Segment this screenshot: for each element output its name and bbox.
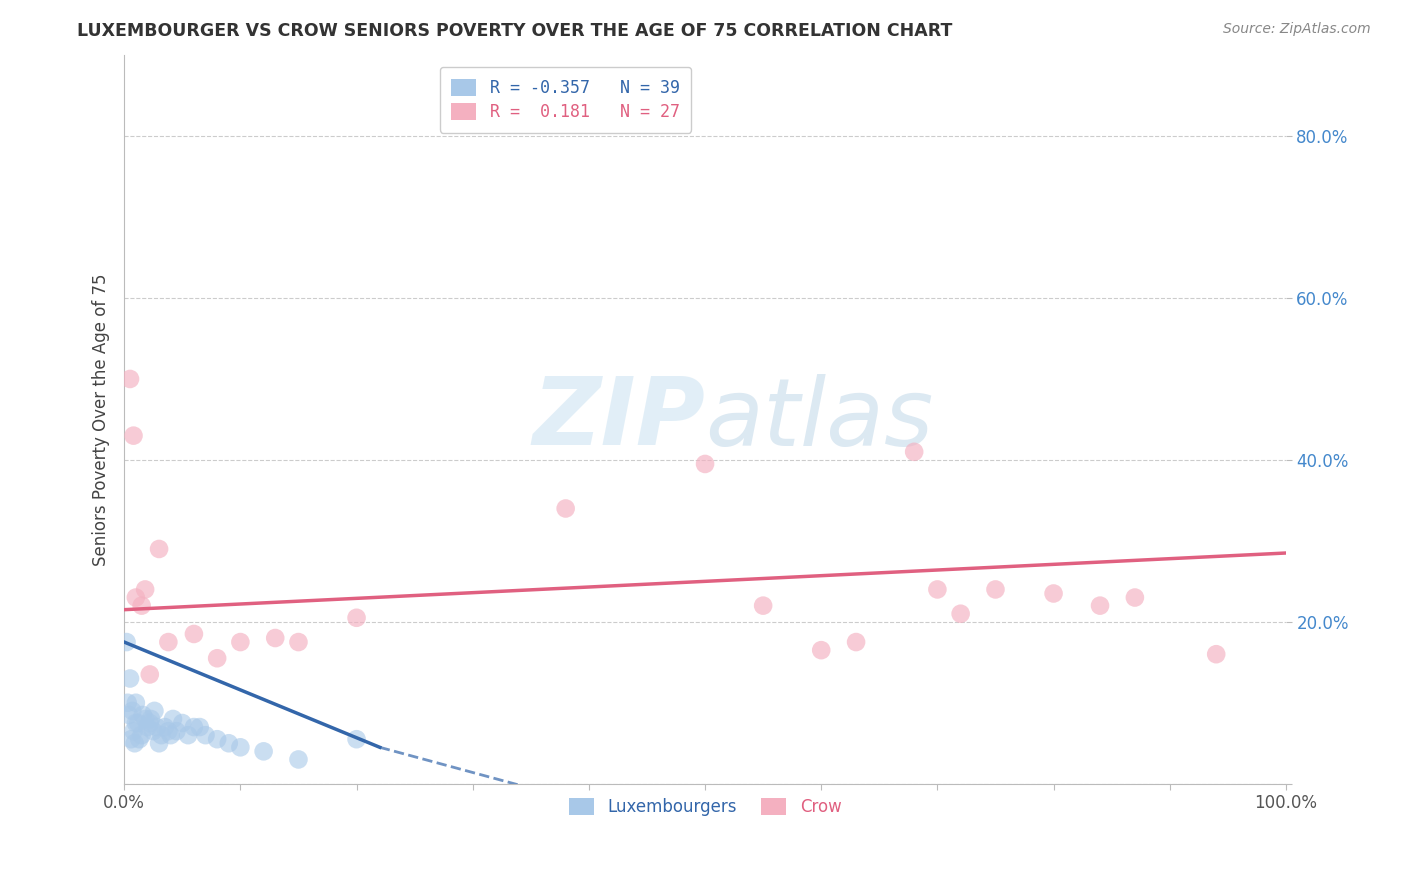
- Point: [136, 720, 159, 734]
- Point: [845, 635, 868, 649]
- Point: [131, 599, 153, 613]
- Point: [131, 728, 153, 742]
- Point: [145, 720, 167, 734]
- Point: [142, 724, 165, 739]
- Point: [122, 724, 145, 739]
- Point: [118, 672, 141, 686]
- Point: [752, 599, 775, 613]
- Point: [122, 428, 145, 442]
- Point: [121, 704, 143, 718]
- Point: [172, 716, 194, 731]
- Point: [287, 635, 309, 649]
- Point: [1088, 599, 1111, 613]
- Y-axis label: Seniors Poverty Over the Age of 75: Seniors Poverty Over the Age of 75: [93, 273, 110, 566]
- Point: [157, 635, 180, 649]
- Point: [127, 716, 149, 731]
- Point: [134, 712, 156, 726]
- Text: Source: ZipAtlas.com: Source: ZipAtlas.com: [1223, 22, 1371, 37]
- Point: [177, 728, 200, 742]
- Point: [148, 541, 170, 556]
- Point: [125, 696, 148, 710]
- Point: [117, 696, 139, 710]
- Text: atlas: atlas: [704, 374, 934, 465]
- Point: [132, 707, 155, 722]
- Point: [183, 720, 205, 734]
- Point: [229, 740, 252, 755]
- Text: LUXEMBOURGER VS CROW SENIORS POVERTY OVER THE AGE OF 75 CORRELATION CHART: LUXEMBOURGER VS CROW SENIORS POVERTY OVE…: [77, 22, 953, 40]
- Point: [903, 445, 925, 459]
- Point: [125, 591, 148, 605]
- Point: [287, 752, 309, 766]
- Point: [134, 582, 156, 597]
- Point: [115, 635, 138, 649]
- Point: [949, 607, 972, 621]
- Point: [162, 712, 184, 726]
- Point: [125, 716, 148, 731]
- Point: [252, 744, 274, 758]
- Point: [118, 707, 141, 722]
- Point: [148, 736, 170, 750]
- Point: [166, 724, 188, 739]
- Point: [218, 736, 240, 750]
- Point: [183, 627, 205, 641]
- Point: [139, 667, 162, 681]
- Point: [159, 728, 181, 742]
- Point: [1123, 591, 1146, 605]
- Point: [1205, 647, 1227, 661]
- Point: [264, 631, 287, 645]
- Legend: Luxembourgers, Crow: Luxembourgers, Crow: [558, 789, 852, 826]
- Point: [810, 643, 832, 657]
- Point: [554, 501, 576, 516]
- Point: [346, 732, 368, 747]
- Point: [128, 732, 150, 747]
- Point: [1042, 586, 1064, 600]
- Point: [205, 651, 228, 665]
- Point: [984, 582, 1007, 597]
- Point: [194, 728, 217, 742]
- Point: [120, 732, 142, 747]
- Point: [118, 372, 141, 386]
- Point: [927, 582, 949, 597]
- Point: [157, 724, 180, 739]
- Point: [153, 720, 176, 734]
- Point: [143, 704, 166, 718]
- Point: [139, 716, 162, 731]
- Point: [139, 712, 162, 726]
- Text: ZIP: ZIP: [533, 374, 704, 466]
- Point: [693, 457, 716, 471]
- Point: [205, 732, 228, 747]
- Point: [124, 736, 146, 750]
- Point: [150, 728, 173, 742]
- Point: [346, 611, 368, 625]
- Point: [188, 720, 211, 734]
- Point: [229, 635, 252, 649]
